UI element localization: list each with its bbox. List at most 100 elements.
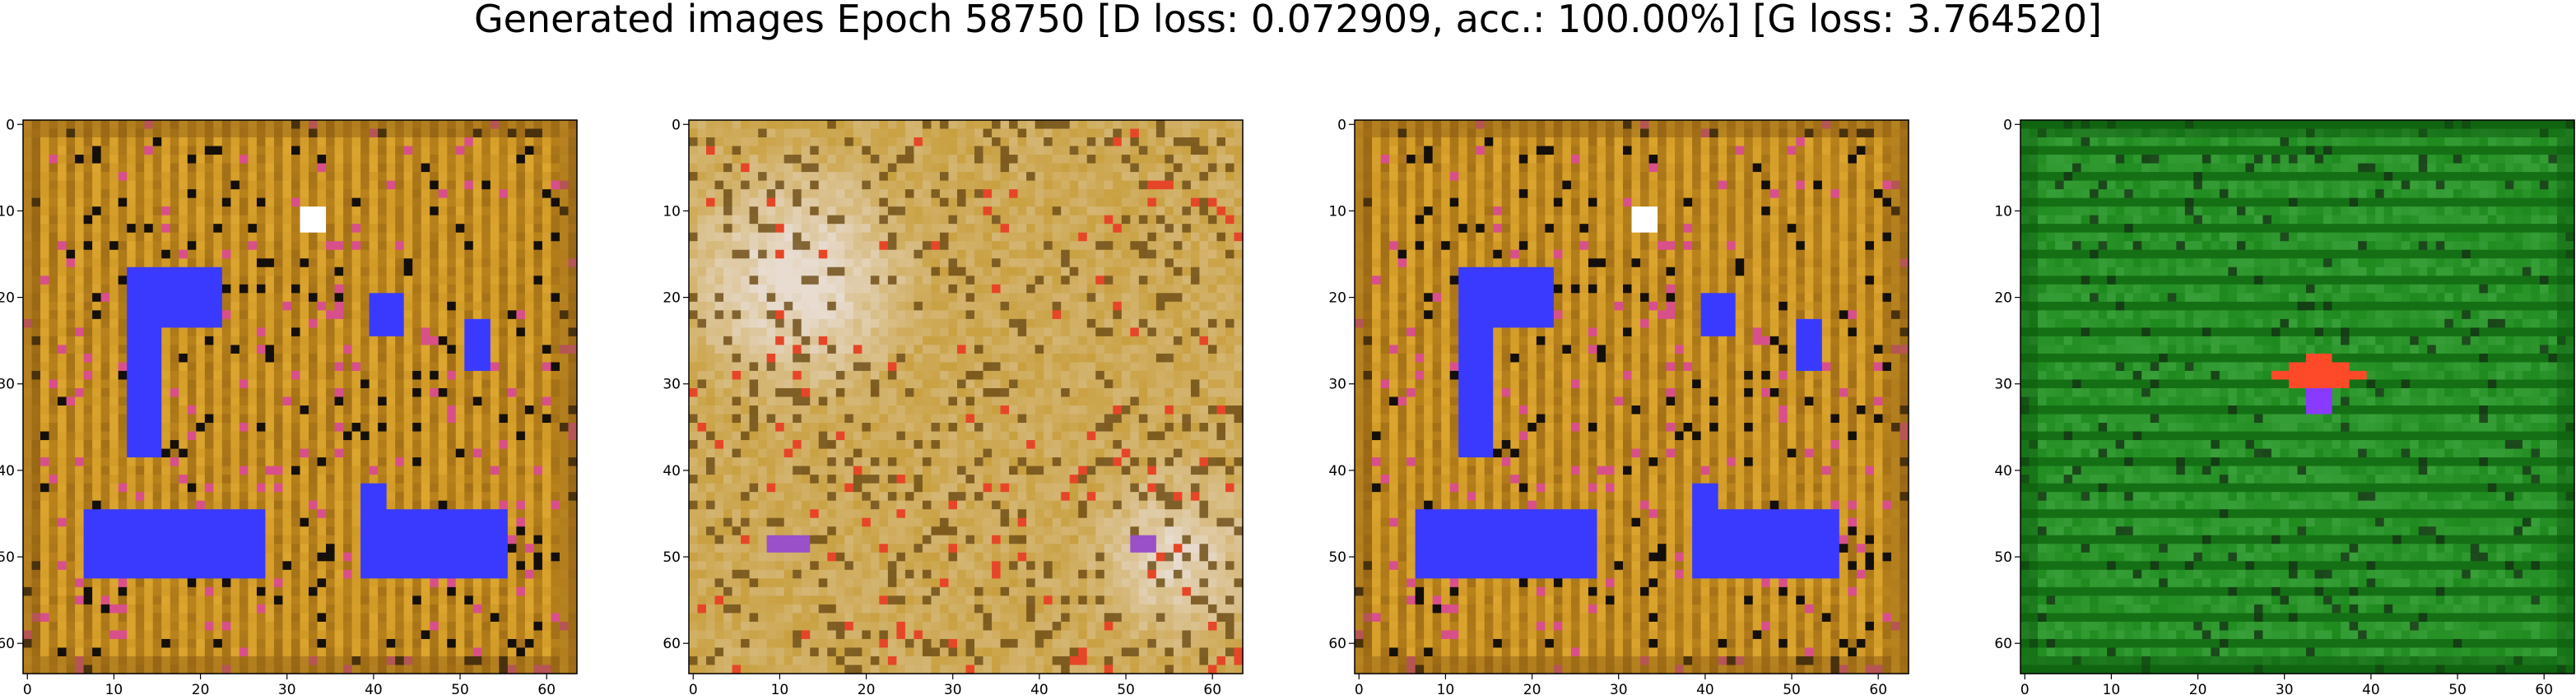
pixel [853,181,863,190]
pixel [888,206,897,215]
pixel [844,181,853,190]
pixel [300,120,309,129]
pixel [75,241,84,250]
pixel [127,466,136,475]
pixel [179,198,188,207]
pixel [473,449,482,458]
pixel [119,535,128,544]
pixel [827,146,836,155]
pixel [430,241,439,250]
pixel [525,258,534,267]
pixel [439,172,448,181]
pixel [1156,137,1165,146]
pixel [144,518,153,527]
pixel [248,440,257,449]
pixel [378,354,387,363]
pixel [551,198,560,207]
pixel [352,466,361,475]
pixel [282,362,291,371]
pixel [179,155,188,164]
pixel [421,449,430,458]
pixel [127,518,136,527]
pixel [291,405,300,415]
pixel [430,371,439,380]
pixel [395,293,404,302]
pixel [318,137,327,146]
pixel [101,440,110,449]
pixel [516,509,525,518]
pixel [335,327,344,336]
pixel [318,146,327,155]
pixel [239,595,249,605]
pixel [239,622,249,631]
pixel [109,475,119,484]
pixel [265,587,274,596]
pixel [309,181,318,190]
pixel [836,198,845,207]
pixel [853,129,863,138]
pixel [421,535,430,544]
pixel [447,345,456,354]
pixel [282,319,291,328]
pixel [309,172,318,181]
pixel [439,336,448,345]
pixel [456,302,465,311]
pixel [983,137,993,146]
pixel [1026,172,1035,181]
pixel [343,129,352,138]
pixel [560,449,569,458]
pixel [439,285,448,294]
pixel [75,206,84,215]
pixel [352,484,361,493]
pixel [222,647,231,656]
pixel [282,241,291,250]
pixel [101,475,110,484]
pixel [957,120,966,129]
pixel [923,120,932,129]
pixel [404,475,413,484]
pixel [75,405,84,415]
pixel [58,155,67,164]
pixel [144,544,153,553]
pixel [1001,189,1010,198]
pixel [560,164,569,173]
pixel [439,630,448,639]
pixel [732,206,742,215]
pixel [23,354,32,363]
pixel [568,630,577,639]
pixel [1234,164,1243,173]
pixel [447,198,456,207]
pixel [412,120,421,129]
pixel [92,285,101,294]
pixel [827,224,836,233]
pixel [1070,155,1079,164]
pixel [1191,224,1200,233]
pixel [205,595,214,605]
pixel [491,276,500,285]
pixel [387,535,396,544]
pixel [257,518,266,527]
pixel [430,501,439,510]
pixel [144,440,153,449]
pixel [439,276,448,285]
pixel [404,120,413,129]
pixel [248,484,257,493]
pixel [67,310,76,319]
pixel [439,509,448,518]
pixel [1061,198,1070,207]
pixel [542,553,551,562]
pixel [109,457,119,466]
pixel [802,224,811,233]
pixel [170,526,179,535]
pixel [136,137,145,146]
pixel [525,250,534,259]
pixel [473,613,482,622]
pixel [109,293,119,302]
pixel [732,155,742,164]
pixel [239,561,249,570]
pixel [370,336,379,345]
pixel [170,665,179,674]
pixel [265,379,274,388]
pixel [335,605,344,614]
pixel [40,423,49,432]
